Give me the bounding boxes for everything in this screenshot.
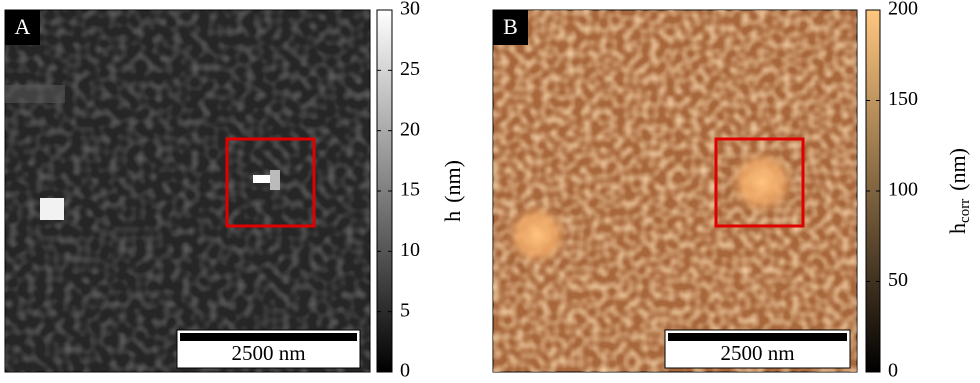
highlight-box [714, 137, 805, 228]
colorbar-tick-label: 10 [400, 239, 420, 261]
colorbar-tick-label: 20 [400, 118, 420, 140]
label-unit: (nm) [440, 160, 465, 203]
colorbar-tick-label: 100 [888, 179, 918, 201]
scale-bar [180, 333, 357, 341]
colorbar-label: h (nm) [440, 160, 465, 222]
label-symbol: h [440, 211, 465, 222]
image-streak [5, 85, 65, 103]
colorbar-tick-label: 0 [888, 360, 898, 382]
panel-label: B [503, 14, 518, 39]
colorbar-tick-label: 25 [400, 58, 420, 80]
label-subscript: corr [957, 199, 973, 223]
particle [270, 170, 280, 190]
highlight-box [225, 137, 316, 228]
colorbar-tick-label: 200 [888, 0, 918, 20]
colorbar-tick-label: 30 [400, 0, 420, 20]
colorbar-tick-label: 15 [400, 179, 420, 201]
panel-label-bg [493, 10, 528, 45]
image-noise [493, 10, 857, 372]
colorbar-tick-label: 0 [400, 360, 410, 382]
image-a [4, 9, 371, 373]
colorbar-tick-label: 150 [888, 88, 918, 110]
scale-bar-label: 2500 nm [231, 341, 305, 365]
particle-glow [505, 203, 569, 267]
particle [253, 175, 273, 183]
panel-label-bg [5, 10, 40, 45]
scale-bar-label: 2500 nm [720, 341, 794, 365]
image-noise [5, 10, 370, 372]
colorbar-label: hcorr (nm) [945, 148, 973, 234]
label-symbol: h [945, 223, 970, 234]
image-b [492, 9, 858, 373]
colorbar-tick-label: 50 [888, 269, 908, 291]
scale-bar [668, 333, 847, 341]
panel-label: A [15, 14, 31, 39]
particle [40, 198, 64, 220]
label-unit: (nm) [945, 148, 970, 191]
particle-glow [728, 148, 796, 216]
colorbar-tick-label: 5 [400, 299, 410, 321]
